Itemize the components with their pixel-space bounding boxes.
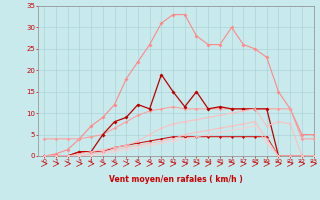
X-axis label: Vent moyen/en rafales ( km/h ): Vent moyen/en rafales ( km/h ) (109, 175, 243, 184)
